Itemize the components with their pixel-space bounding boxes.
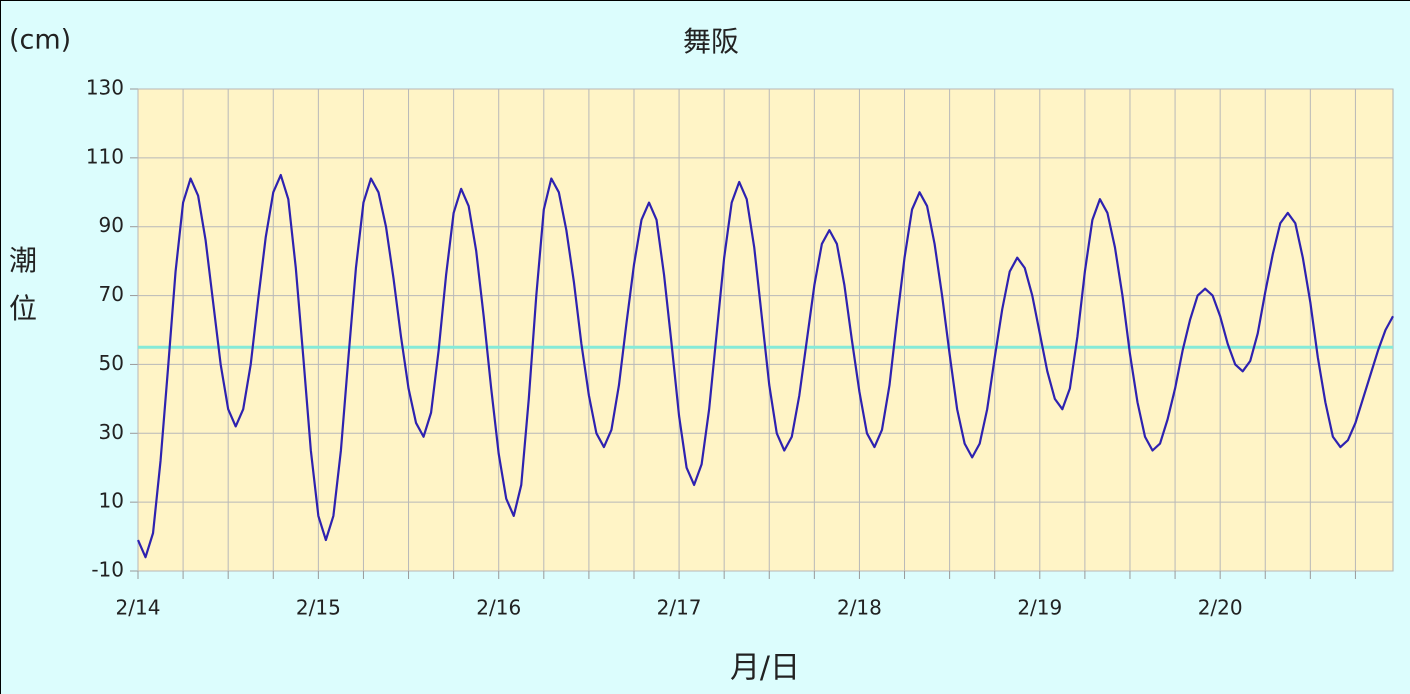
plot-area — [137, 88, 1394, 572]
unit-label: (cm) — [9, 25, 71, 56]
x-tick-label: 2/20 — [1198, 596, 1243, 620]
x-tick-label: 2/16 — [476, 596, 521, 620]
y-tick-label: 110 — [86, 144, 124, 168]
x-tick-label: 2/15 — [296, 596, 341, 620]
x-axis-label: 月/日 — [730, 651, 800, 686]
chart-title: 舞阪 — [683, 25, 739, 58]
y-tick-label: 70 — [99, 282, 124, 306]
y-tick-label: -10 — [91, 558, 124, 582]
y-tick-label: 50 — [99, 351, 124, 375]
y-tick-label: 10 — [99, 489, 124, 513]
y-tick-label: 130 — [86, 76, 124, 100]
y-tick-label: 90 — [99, 213, 124, 237]
x-tick-label: 2/14 — [116, 596, 161, 620]
x-tick-label: 2/18 — [837, 596, 882, 620]
tide-line — [136, 173, 1394, 559]
x-tick-label: 2/17 — [657, 596, 702, 620]
y-axis-label: 潮位 — [9, 244, 38, 325]
x-tick-label: 2/19 — [1017, 596, 1062, 620]
y-tick-label: 30 — [99, 420, 124, 444]
